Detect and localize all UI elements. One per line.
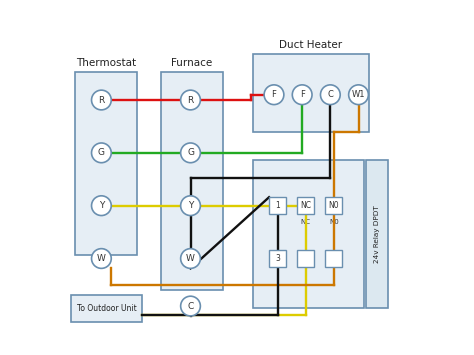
Circle shape [91, 248, 111, 268]
Circle shape [91, 196, 111, 215]
Circle shape [181, 248, 201, 268]
Circle shape [292, 85, 312, 105]
Circle shape [181, 296, 201, 316]
Circle shape [349, 85, 368, 105]
Text: W: W [97, 254, 106, 263]
Text: C: C [187, 301, 194, 311]
Text: 3: 3 [275, 254, 280, 263]
Circle shape [91, 143, 111, 163]
Circle shape [320, 85, 340, 105]
FancyBboxPatch shape [253, 160, 364, 308]
Text: N0: N0 [328, 201, 339, 210]
FancyBboxPatch shape [365, 160, 389, 308]
Circle shape [181, 196, 201, 215]
Text: G: G [187, 148, 194, 157]
FancyBboxPatch shape [72, 295, 142, 322]
Text: Furnace: Furnace [172, 58, 213, 67]
Text: Duct Heater: Duct Heater [279, 40, 343, 50]
Text: N0: N0 [329, 219, 339, 225]
Text: Thermostat: Thermostat [76, 58, 136, 67]
FancyBboxPatch shape [269, 197, 286, 214]
Text: NC: NC [300, 201, 311, 210]
Circle shape [181, 90, 201, 110]
FancyBboxPatch shape [326, 250, 342, 267]
FancyBboxPatch shape [326, 197, 342, 214]
Text: 1: 1 [275, 201, 280, 210]
Text: C: C [328, 90, 333, 99]
Circle shape [181, 143, 201, 163]
Text: W: W [186, 254, 195, 263]
FancyBboxPatch shape [269, 250, 286, 267]
FancyBboxPatch shape [75, 72, 137, 255]
Text: Y: Y [188, 201, 193, 210]
Circle shape [91, 90, 111, 110]
Text: F: F [300, 90, 305, 99]
Text: Y: Y [99, 201, 104, 210]
FancyBboxPatch shape [161, 72, 223, 290]
FancyBboxPatch shape [297, 197, 314, 214]
Text: R: R [98, 95, 105, 104]
Text: W1: W1 [352, 90, 365, 99]
Text: G: G [98, 148, 105, 157]
FancyBboxPatch shape [253, 54, 369, 132]
Circle shape [264, 85, 284, 105]
Text: NC: NC [301, 219, 310, 225]
Text: To Outdoor Unit: To Outdoor Unit [77, 304, 137, 313]
Text: F: F [272, 90, 276, 99]
FancyBboxPatch shape [297, 250, 314, 267]
Text: 24v Relay DPDT: 24v Relay DPDT [374, 205, 380, 263]
Text: R: R [187, 95, 194, 104]
